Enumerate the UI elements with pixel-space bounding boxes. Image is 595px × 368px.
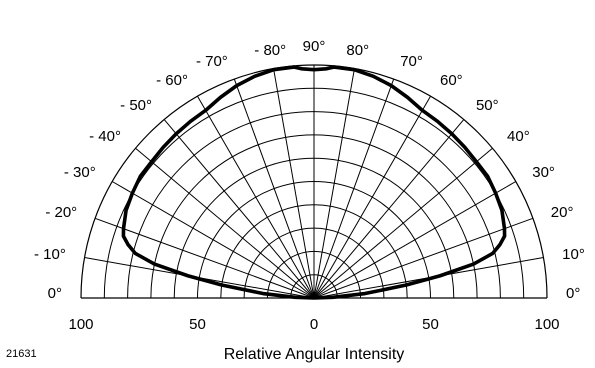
angle-label: - 70° (196, 53, 228, 70)
figure-id: 21631 (6, 348, 37, 360)
angle-labels: 0° - 10° - 20° - 30° - 40° - 50°- 60° - 70° - 8… (34, 38, 585, 302)
angle-label: - 60° (156, 72, 188, 89)
radial-tick-label: 50 (422, 316, 439, 333)
grid-spoke (233, 78, 315, 299)
grid-spoke (313, 119, 465, 299)
grid-spoke (313, 217, 534, 299)
angle-label: 50° (476, 97, 499, 114)
polar-grid (80, 64, 548, 299)
radial-tick-label: 0 (310, 316, 318, 333)
angle-label: 0° (48, 285, 62, 302)
angle-label: 0° (566, 285, 580, 302)
grid-spoke (273, 68, 315, 299)
grid-spoke (313, 181, 517, 299)
grid-spoke (313, 68, 355, 299)
angle-label: - 40° (89, 128, 121, 145)
grid-spoke (197, 95, 315, 299)
grid-spoke (313, 95, 431, 299)
angle-label: 90° (303, 38, 326, 55)
grid-spoke (135, 147, 315, 299)
angle-label: 30° (532, 164, 555, 181)
angle-label: 70° (400, 53, 423, 70)
grid-spoke (313, 78, 395, 299)
grid-spoke (111, 181, 315, 299)
angle-label: 60° (440, 72, 463, 89)
grid-spoke (313, 147, 493, 299)
angle-label: 10° (562, 246, 585, 263)
angle-label: - 10° (34, 246, 66, 263)
angle-label: - 50° (120, 97, 152, 114)
x-axis-label: Relative Angular Intensity (224, 346, 405, 363)
angle-label: 40° (507, 128, 530, 145)
grid-spoke (163, 119, 315, 299)
radial-tick-label: 100 (534, 316, 559, 333)
radial-tick-labels: 100 50 0 50 100 (68, 316, 559, 333)
angle-label: - 20° (45, 204, 77, 221)
angle-label: - 30° (64, 164, 96, 181)
intensity-curve (121, 65, 507, 300)
angle-label: - 80° (254, 42, 286, 59)
radial-tick-label: 50 (189, 316, 206, 333)
grid-spoke (94, 217, 315, 299)
radial-tick-label: 100 (68, 316, 93, 333)
angle-label: 20° (551, 204, 574, 221)
angle-label: 80° (346, 42, 369, 59)
